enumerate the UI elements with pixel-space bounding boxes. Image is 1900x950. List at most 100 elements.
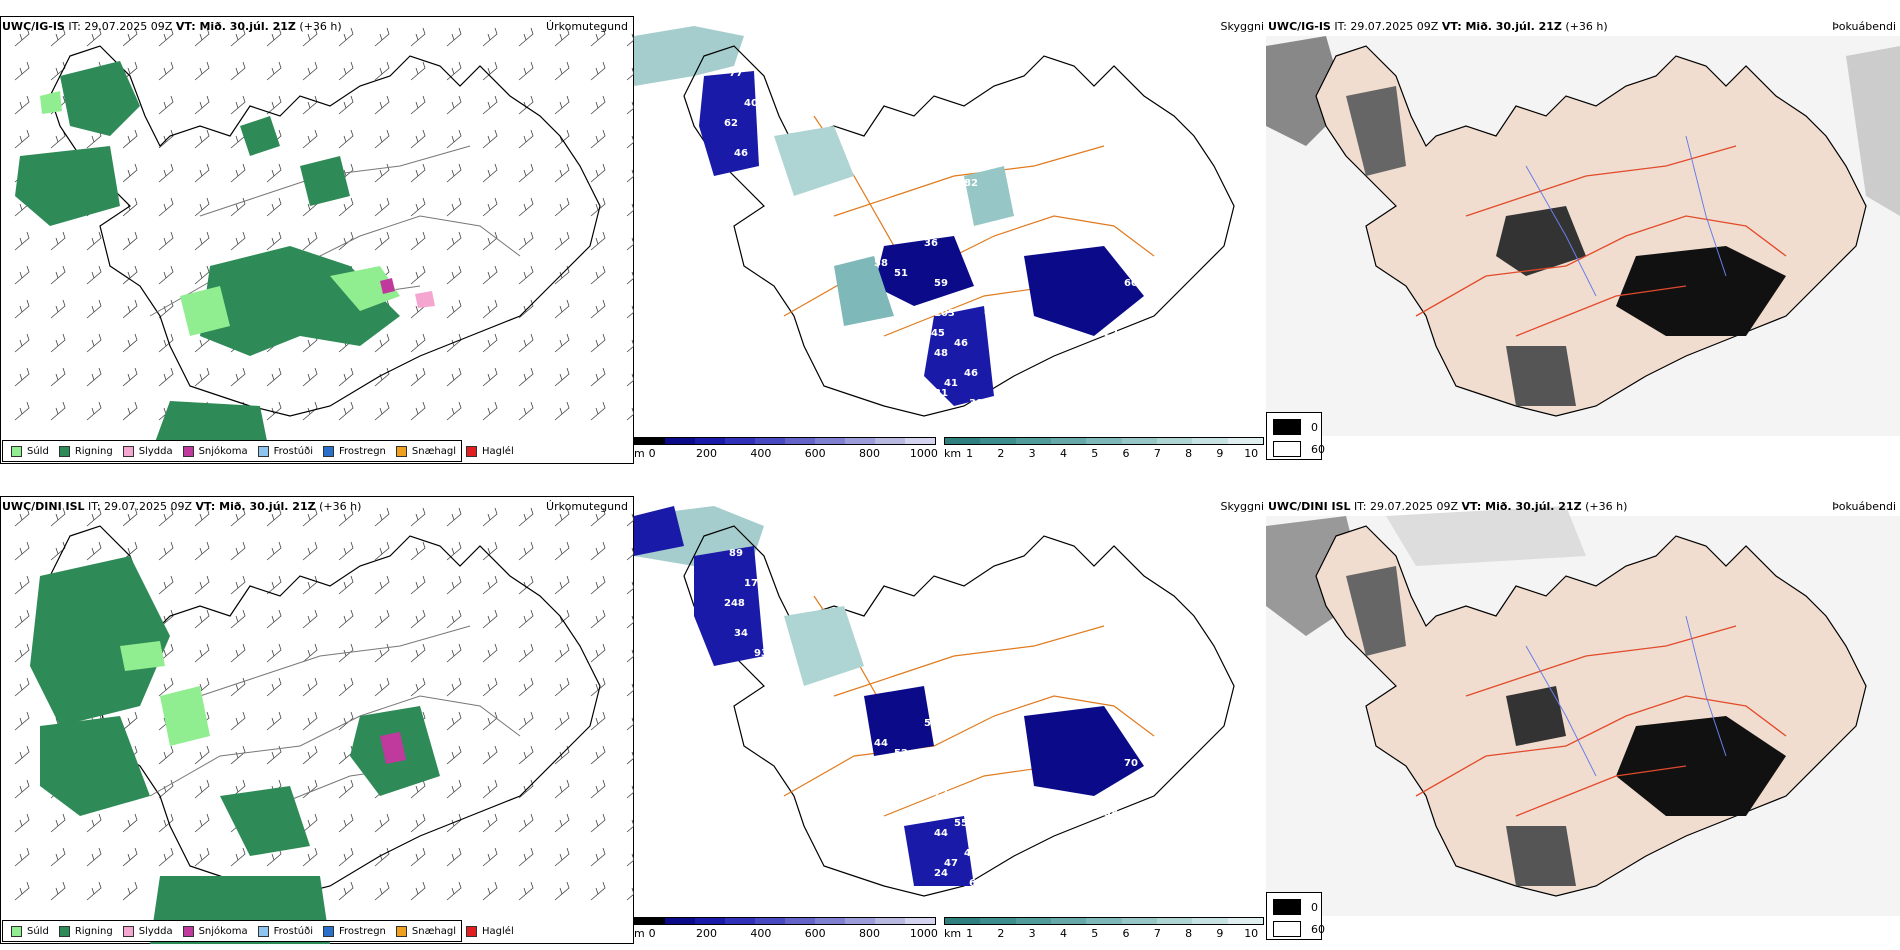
wind-barb — [194, 95, 210, 115]
fog-legend-swatch — [1273, 419, 1301, 435]
wind-barb — [338, 507, 354, 527]
fog-panel-top: UWC/IG-IS IT: 29.07.2025 09Z VT: Mið. 30… — [1266, 16, 1900, 464]
wind-barb — [446, 231, 462, 251]
wind-barb — [410, 27, 426, 47]
wind-barb — [374, 813, 390, 833]
wind-barb — [590, 779, 606, 799]
wind-barb — [626, 819, 634, 833]
wind-barb — [482, 27, 498, 47]
wind-barb — [482, 367, 498, 387]
legend-swatch — [395, 445, 407, 457]
fog-legend-label: 0 — [1311, 900, 1318, 914]
wind-barb — [482, 779, 498, 799]
wind-barb — [482, 401, 498, 421]
legend-item: Haglél — [466, 445, 514, 457]
wind-barb — [518, 197, 534, 217]
wind-barb — [194, 27, 210, 47]
precip-panel-top: UWC/IG-IS IT: 29.07.2025 09Z VT: Mið. 30… — [0, 16, 634, 464]
wind-barb — [518, 367, 534, 387]
wind-barb — [338, 813, 354, 833]
wind-barb — [626, 237, 634, 251]
wind-barb — [50, 507, 66, 527]
wind-barb — [230, 847, 246, 867]
wind-barb — [338, 609, 354, 629]
visibility-value: 74 — [974, 248, 988, 259]
wind-barb — [518, 745, 534, 765]
wind-barb — [554, 881, 570, 901]
wind-barb — [50, 333, 66, 353]
wind-barb — [122, 129, 138, 149]
wind-barb — [482, 745, 498, 765]
fog-legend-label: 0 — [1311, 420, 1318, 434]
wind-barb — [446, 711, 462, 731]
wind-barb — [410, 129, 426, 149]
colorbar-tick: 4 — [1059, 927, 1067, 940]
wind-barb — [626, 407, 634, 421]
wind-barb — [50, 265, 66, 285]
wind-barb — [230, 643, 246, 663]
visibility-value: 24 — [934, 868, 948, 879]
wind-barb — [122, 847, 138, 867]
wind-barb — [266, 61, 282, 81]
wind-barb — [86, 847, 102, 867]
legend-label: Slydda — [138, 925, 173, 937]
colorbar-strip — [944, 437, 1264, 445]
legend-item: Slydda — [122, 925, 173, 937]
colorbar-unit: km — [944, 927, 962, 940]
wind-barb — [266, 643, 282, 663]
colorbar-unit: km — [944, 447, 962, 460]
wind-barb — [374, 609, 390, 629]
fog-legend-item: 60 — [1273, 921, 1325, 937]
vis-colorbar-m-top: m 0 200 400 600 800 1000 — [634, 437, 938, 460]
fog-legend-swatch — [1273, 921, 1301, 937]
wind-barb — [590, 129, 606, 149]
visibility-value: 44 — [874, 738, 888, 749]
wind-barb — [86, 265, 102, 285]
wind-barb — [410, 95, 426, 115]
wind-barb — [626, 683, 634, 697]
legend-swatch — [323, 925, 334, 937]
wind-barb — [482, 163, 498, 183]
wind-barb — [626, 649, 634, 663]
colorbar-tick: 6 — [1122, 447, 1130, 460]
wind-barb — [158, 367, 174, 387]
wind-barb — [194, 507, 210, 527]
wind-barb — [302, 745, 318, 765]
wind-barb — [302, 95, 318, 115]
wind-barb — [338, 61, 354, 81]
wind-barb — [518, 333, 534, 353]
colorbar-tick: 1000 — [909, 447, 938, 460]
wind-barb — [446, 745, 462, 765]
wind-barb — [338, 129, 354, 149]
wind-barb — [14, 813, 30, 833]
wind-barb — [554, 541, 570, 561]
coastline — [49, 45, 601, 417]
roads — [783, 595, 1155, 817]
vis-colorbar-km-top: km 1 2 3 4 5 6 7 8 9 10 — [944, 437, 1264, 460]
fog-nw — [1346, 566, 1406, 656]
visibility-value: 28 — [964, 658, 978, 669]
wind-barb — [230, 677, 246, 697]
wind-barb — [14, 575, 30, 595]
wind-barb — [230, 711, 246, 731]
colorbar-tick: 400 — [750, 927, 772, 940]
wind-barb — [590, 711, 606, 731]
wind-barb — [410, 401, 426, 421]
fog-legend-item: 0 — [1273, 899, 1318, 915]
wind-barb — [230, 367, 246, 387]
wind-barb — [50, 129, 66, 149]
wind-barb — [122, 163, 138, 183]
wind-barb — [374, 197, 390, 217]
vis-colorbar-km-bottom: km 1 2 3 4 5 6 7 8 9 10 — [944, 917, 1264, 940]
wind-barb — [410, 847, 426, 867]
colorbar-tick: 400 — [750, 447, 772, 460]
wind-barb — [590, 367, 606, 387]
vis-title: Skyggni — [1220, 20, 1264, 33]
colorbar-unit: m — [634, 447, 645, 460]
wind-barb — [518, 95, 534, 115]
visibility-value: 62 — [984, 158, 998, 169]
legend-swatch — [323, 445, 334, 457]
wind-barb — [590, 299, 606, 319]
wind-barb — [446, 609, 462, 629]
visibility-value: 30 — [969, 398, 983, 409]
